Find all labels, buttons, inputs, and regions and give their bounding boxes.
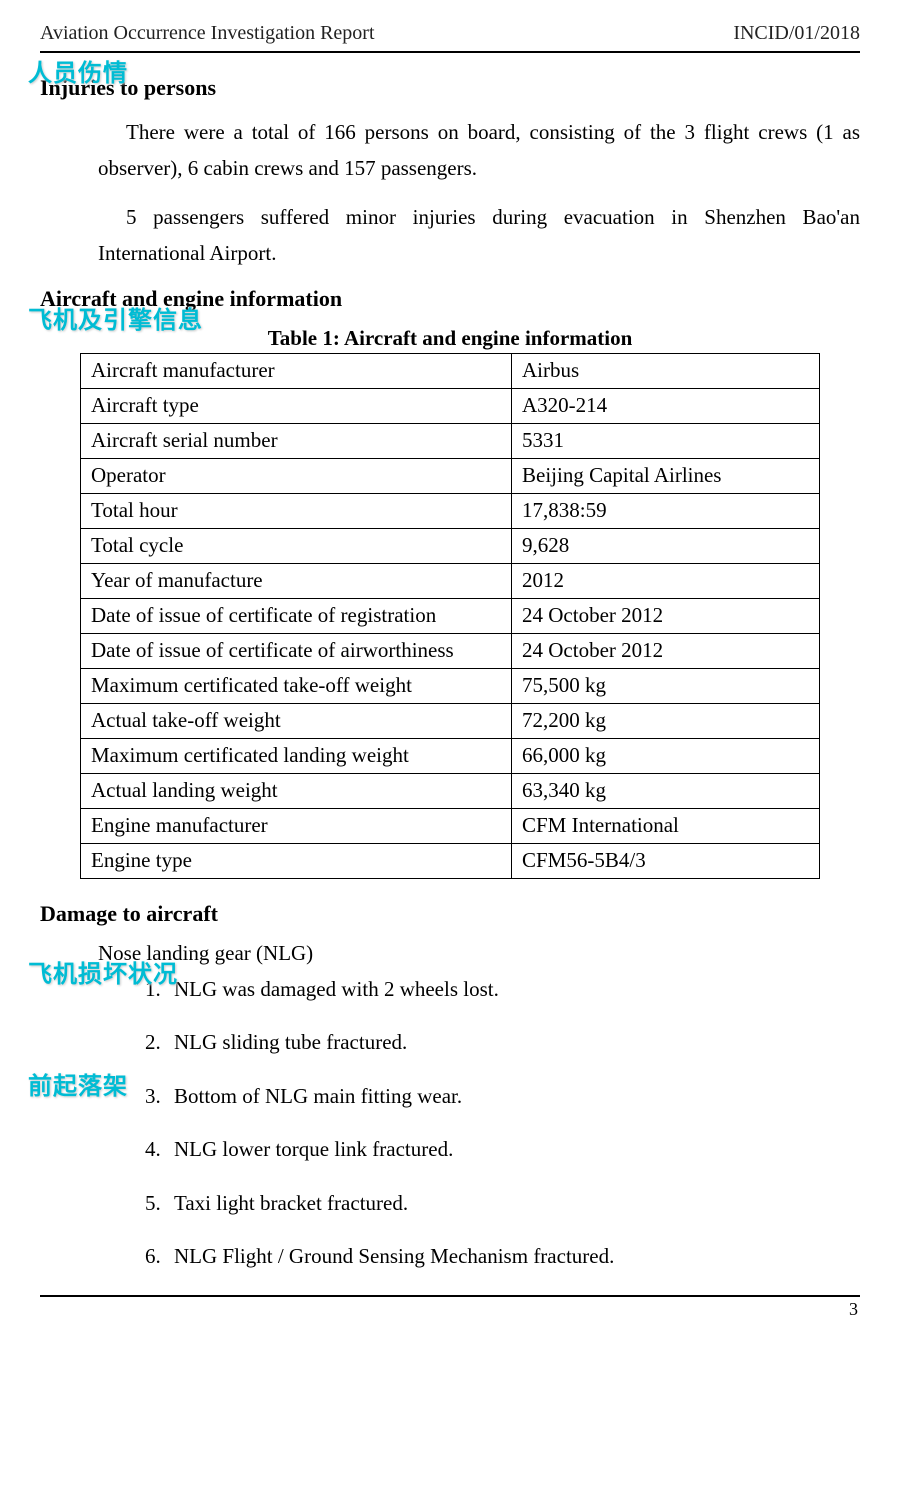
- table-row: Engine manufacturerCFM International: [81, 808, 820, 843]
- table-cell-value: 75,500 kg: [512, 668, 820, 703]
- heading-damage: Damage to aircraft: [40, 901, 860, 927]
- header-left: Aviation Occurrence Investigation Report: [40, 22, 375, 45]
- table-row: Year of manufacture2012: [81, 563, 820, 598]
- list-item: Bottom of NLG main fitting wear.: [166, 1081, 860, 1113]
- table-cell-key: Aircraft type: [81, 388, 512, 423]
- table-cell-key: Engine manufacturer: [81, 808, 512, 843]
- table-cell-value: 24 October 2012: [512, 633, 820, 668]
- table-row: Engine typeCFM56-5B4/3: [81, 843, 820, 878]
- table-cell-value: 24 October 2012: [512, 598, 820, 633]
- table-cell-key: Date of issue of certificate of airworth…: [81, 633, 512, 668]
- damage-subtitle: Nose landing gear (NLG): [98, 941, 860, 966]
- table-row: Date of issue of certificate of registra…: [81, 598, 820, 633]
- overlay-damage-cn: 飞机损坏状况: [28, 963, 178, 987]
- table-cell-value: CFM International: [512, 808, 820, 843]
- list-item: NLG was damaged with 2 wheels lost.: [166, 974, 860, 1006]
- table-cell-value: 2012: [512, 563, 820, 598]
- page-number: 3: [40, 1299, 860, 1320]
- table-cell-key: Aircraft serial number: [81, 423, 512, 458]
- page-header: Aviation Occurrence Investigation Report…: [40, 22, 860, 51]
- aircraft-info-table: Aircraft manufacturerAirbusAircraft type…: [80, 353, 820, 879]
- list-item: NLG Flight / Ground Sensing Mechanism fr…: [166, 1241, 860, 1273]
- overlay-injuries-cn: 人员伤情: [28, 62, 128, 86]
- table-cell-value: A320-214: [512, 388, 820, 423]
- table-row: Aircraft typeA320-214: [81, 388, 820, 423]
- table-row: Aircraft serial number5331: [81, 423, 820, 458]
- overlay-aircraft-cn: 飞机及引擎信息: [28, 309, 203, 333]
- header-rule: [40, 51, 860, 53]
- table-cell-value: 66,000 kg: [512, 738, 820, 773]
- table-cell-value: 17,838:59: [512, 493, 820, 528]
- table-cell-key: Maximum certificated landing weight: [81, 738, 512, 773]
- table-cell-key: Maximum certificated take-off weight: [81, 668, 512, 703]
- table-cell-value: CFM56-5B4/3: [512, 843, 820, 878]
- table-cell-key: Engine type: [81, 843, 512, 878]
- table-cell-key: Year of manufacture: [81, 563, 512, 598]
- table-row: Maximum certificated take-off weight75,5…: [81, 668, 820, 703]
- table-row: Date of issue of certificate of airworth…: [81, 633, 820, 668]
- footer-rule: [40, 1295, 860, 1297]
- list-item: NLG lower torque link fractured.: [166, 1134, 860, 1166]
- table-cell-value: 72,200 kg: [512, 703, 820, 738]
- injuries-para-2: 5 passengers suffered minor injuries dur…: [40, 200, 860, 271]
- table-cell-key: Total cycle: [81, 528, 512, 563]
- heading-injuries: Injuries to persons: [40, 75, 860, 101]
- table-cell-key: Total hour: [81, 493, 512, 528]
- table-cell-value: 9,628: [512, 528, 820, 563]
- table-cell-value: 5331: [512, 423, 820, 458]
- table-cell-key: Aircraft manufacturer: [81, 353, 512, 388]
- overlay-nlg-cn: 前起落架: [28, 1075, 128, 1099]
- table-cell-key: Actual take-off weight: [81, 703, 512, 738]
- damage-list: NLG was damaged with 2 wheels lost. NLG s…: [130, 974, 860, 1273]
- table-row: Total hour17,838:59: [81, 493, 820, 528]
- document-page: Aviation Occurrence Investigation Report…: [0, 0, 900, 1490]
- list-item: NLG sliding tube fractured.: [166, 1027, 860, 1059]
- aircraft-info-tbody: Aircraft manufacturerAirbusAircraft type…: [81, 353, 820, 878]
- table-cell-key: Actual landing weight: [81, 773, 512, 808]
- table-cell-value: Beijing Capital Airlines: [512, 458, 820, 493]
- header-right: INCID/01/2018: [733, 22, 860, 45]
- list-item: Taxi light bracket fractured.: [166, 1188, 860, 1220]
- table-cell-key: Operator: [81, 458, 512, 493]
- table-row: Total cycle9,628: [81, 528, 820, 563]
- table-cell-value: 63,340 kg: [512, 773, 820, 808]
- table-cell-value: Airbus: [512, 353, 820, 388]
- injuries-para-1: There were a total of 166 persons on boa…: [40, 115, 860, 186]
- table-row: Aircraft manufacturerAirbus: [81, 353, 820, 388]
- table-row: OperatorBeijing Capital Airlines: [81, 458, 820, 493]
- table-row: Maximum certificated landing weight66,00…: [81, 738, 820, 773]
- table-row: Actual take-off weight72,200 kg: [81, 703, 820, 738]
- table-cell-key: Date of issue of certificate of registra…: [81, 598, 512, 633]
- table-row: Actual landing weight63,340 kg: [81, 773, 820, 808]
